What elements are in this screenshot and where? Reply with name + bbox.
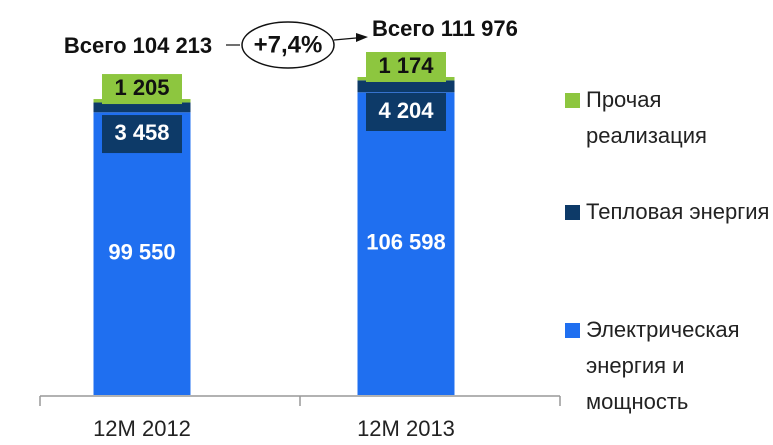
x-tick-label: 12M 2012 xyxy=(93,416,191,441)
legend-swatch xyxy=(565,93,580,108)
label-box xyxy=(102,115,182,154)
change-label: +7,4% xyxy=(254,31,323,58)
value-label: 4 204 xyxy=(378,98,434,123)
bar-segment xyxy=(93,102,191,113)
legend-label: Тепловая энергия xyxy=(586,199,770,224)
x-tick-label: 12M 2013 xyxy=(357,416,455,441)
total-label: Всего 111 976 xyxy=(372,16,518,41)
value-label: 3 458 xyxy=(114,120,169,145)
label-box xyxy=(366,52,446,82)
value-label: 99 550 xyxy=(108,239,175,264)
bar-segment xyxy=(93,112,191,396)
bar-segment xyxy=(357,80,455,93)
legend-swatch xyxy=(565,205,580,220)
value-label: 1 174 xyxy=(378,53,434,78)
total-label: Всего 104 213 xyxy=(64,33,212,58)
change-circle xyxy=(241,21,335,69)
legend-swatch xyxy=(565,323,580,338)
value-label: 1 205 xyxy=(114,75,169,100)
connector xyxy=(333,37,357,41)
value-label: 106 598 xyxy=(366,229,446,254)
label-box xyxy=(366,93,446,131)
legend-label: Электрическая энергия и мощность xyxy=(586,317,740,414)
label-box xyxy=(102,74,182,105)
legend-label: Прочая реализация xyxy=(586,87,707,148)
bar-segment xyxy=(357,92,455,395)
arrow-head xyxy=(356,33,368,42)
